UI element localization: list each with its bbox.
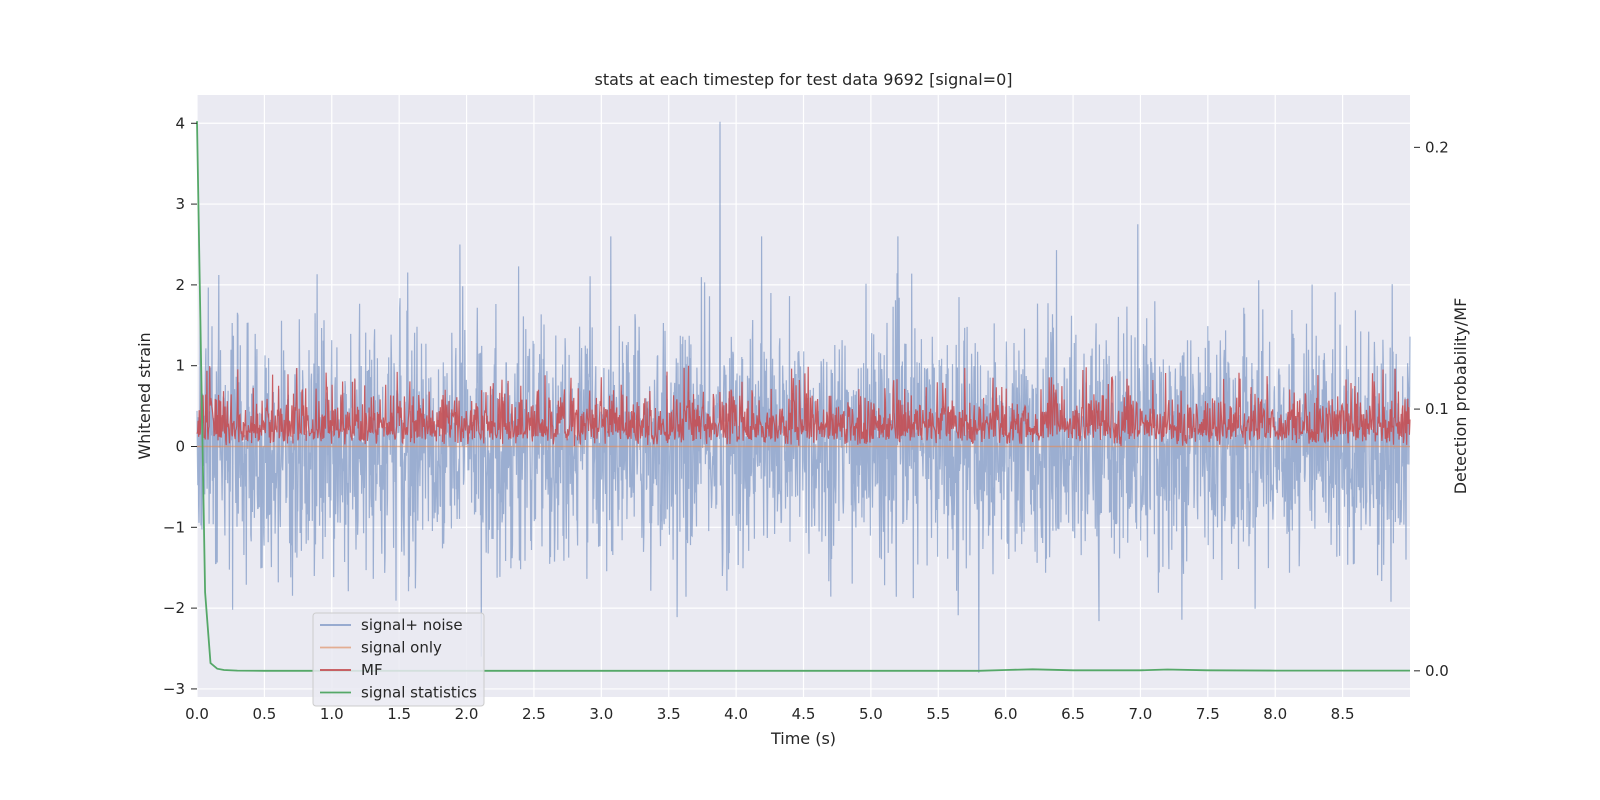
y-axis-title: Whitened strain [135, 332, 154, 459]
y2-tick-label: 0.2 [1425, 138, 1449, 156]
x-tick-label: 6.0 [994, 705, 1018, 723]
legend-label: MF [361, 661, 383, 679]
legend: signal+ noise signal only MF signal statist… [312, 612, 485, 707]
legend-label: signal statistics [361, 684, 477, 702]
x-tick-label: 1.0 [320, 705, 344, 723]
x-tick-label: 8.5 [1331, 705, 1355, 723]
x-tick-label: 1.5 [387, 705, 411, 723]
x-tick-label: 0.5 [252, 705, 276, 723]
x-tick-label: 7.5 [1196, 705, 1220, 723]
y-tick-label: −2 [163, 599, 185, 617]
x-tick-label: 8.0 [1263, 705, 1287, 723]
y2-axis-title: Detection probability/MF [1451, 298, 1470, 495]
legend-label: signal only [361, 639, 442, 657]
ticks: 0.0 0.5 1.0 1.5 2.0 2.5 3.0 3.5 4.0 4.5 5.0 5.5 6.0 6… [163, 114, 1449, 723]
x-tick-label: 3.0 [589, 705, 613, 723]
y-tick-label: −3 [163, 680, 185, 698]
series-signal-statistics-line [196, 121, 1410, 672]
y-tick-label: 4 [175, 114, 185, 132]
y-tick-label: 1 [175, 357, 185, 375]
x-tick-label: 6.5 [1061, 705, 1085, 723]
legend-box [312, 612, 485, 707]
y-tick-label: 3 [175, 195, 185, 213]
y2-tick-label: 0.1 [1425, 400, 1449, 418]
x-tick-label: 0.0 [185, 705, 209, 723]
series-mf-line [196, 365, 1411, 447]
x-tick-label: 3.5 [657, 705, 681, 723]
series-group [196, 121, 1411, 673]
x-axis-title: Time (s) [770, 729, 836, 748]
y-tick-label: 2 [175, 276, 185, 294]
x-tick-label: 7.0 [1129, 705, 1153, 723]
chart-title: stats at each timestep for test data 969… [594, 70, 1012, 89]
x-tick-label: 4.0 [724, 705, 748, 723]
x-tick-label: 5.0 [859, 705, 883, 723]
x-tick-label: 4.5 [792, 705, 816, 723]
x-tick-label: 5.5 [926, 705, 950, 723]
y2-tick-label: 0.0 [1425, 662, 1449, 680]
y-tick-label: 0 [175, 438, 185, 456]
x-tick-label: 2.0 [455, 705, 479, 723]
y-tick-label: −1 [163, 518, 185, 536]
x-tick-label: 2.5 [522, 705, 546, 723]
legend-label: signal+ noise [361, 616, 463, 634]
